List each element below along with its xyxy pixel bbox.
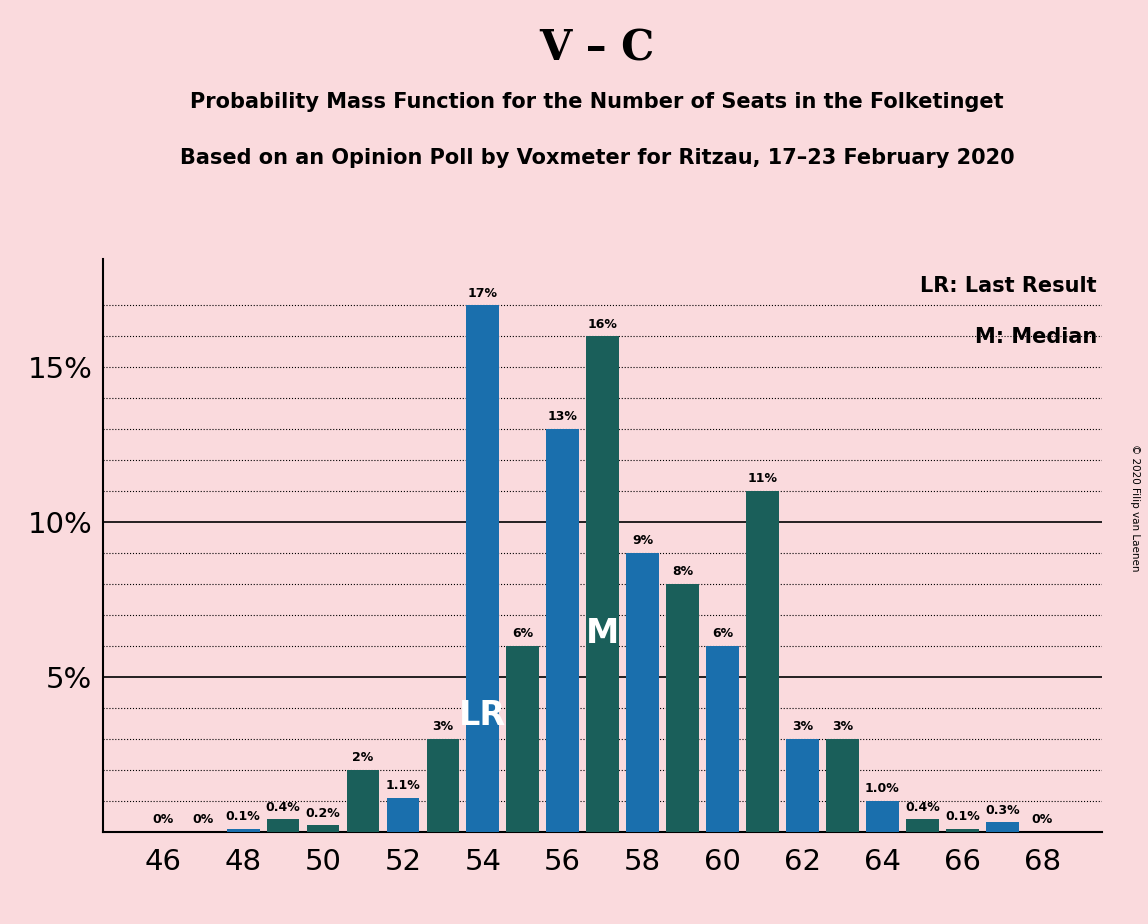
- Bar: [986, 822, 1018, 832]
- Text: 9%: 9%: [633, 534, 653, 547]
- Bar: [266, 820, 300, 832]
- Bar: [906, 820, 939, 832]
- Text: 3%: 3%: [832, 720, 853, 733]
- Bar: [666, 584, 699, 832]
- Bar: [506, 646, 540, 832]
- Text: LR: Last Result: LR: Last Result: [921, 276, 1097, 296]
- Text: 16%: 16%: [588, 318, 618, 331]
- Text: 1.1%: 1.1%: [386, 779, 420, 792]
- Text: 13%: 13%: [548, 410, 577, 423]
- Text: 11%: 11%: [747, 472, 777, 485]
- Bar: [546, 429, 579, 832]
- Bar: [706, 646, 739, 832]
- Text: LR: LR: [459, 699, 506, 733]
- Bar: [866, 800, 899, 832]
- Text: M: M: [587, 617, 619, 650]
- Bar: [587, 336, 619, 832]
- Text: 0%: 0%: [193, 813, 214, 826]
- Text: 8%: 8%: [672, 565, 693, 578]
- Bar: [746, 491, 778, 832]
- Bar: [347, 770, 379, 832]
- Bar: [466, 305, 499, 832]
- Bar: [627, 553, 659, 832]
- Text: 6%: 6%: [712, 627, 734, 640]
- Bar: [786, 738, 819, 832]
- Text: 3%: 3%: [433, 720, 453, 733]
- Bar: [427, 738, 459, 832]
- Text: Based on an Opinion Poll by Voxmeter for Ritzau, 17–23 February 2020: Based on an Opinion Poll by Voxmeter for…: [179, 148, 1015, 168]
- Bar: [227, 829, 259, 832]
- Text: 2%: 2%: [352, 751, 373, 764]
- Text: 3%: 3%: [792, 720, 813, 733]
- Text: © 2020 Filip van Laenen: © 2020 Filip van Laenen: [1130, 444, 1140, 572]
- Text: 0%: 0%: [1032, 813, 1053, 826]
- Text: Probability Mass Function for the Number of Seats in the Folketinget: Probability Mass Function for the Number…: [191, 92, 1003, 113]
- Text: 0.3%: 0.3%: [985, 804, 1019, 817]
- Text: 0.4%: 0.4%: [905, 800, 940, 814]
- Text: 1.0%: 1.0%: [864, 782, 900, 795]
- Bar: [827, 738, 859, 832]
- Bar: [307, 825, 340, 832]
- Text: 6%: 6%: [512, 627, 534, 640]
- Text: 0.4%: 0.4%: [265, 800, 301, 814]
- Text: M: Median: M: Median: [975, 327, 1097, 347]
- Text: V – C: V – C: [540, 28, 654, 69]
- Bar: [387, 797, 419, 832]
- Text: 17%: 17%: [468, 286, 498, 299]
- Bar: [946, 829, 978, 832]
- Text: 0%: 0%: [153, 813, 173, 826]
- Text: 0.1%: 0.1%: [945, 810, 979, 823]
- Text: 0.1%: 0.1%: [226, 810, 261, 823]
- Text: 0.2%: 0.2%: [305, 807, 341, 820]
